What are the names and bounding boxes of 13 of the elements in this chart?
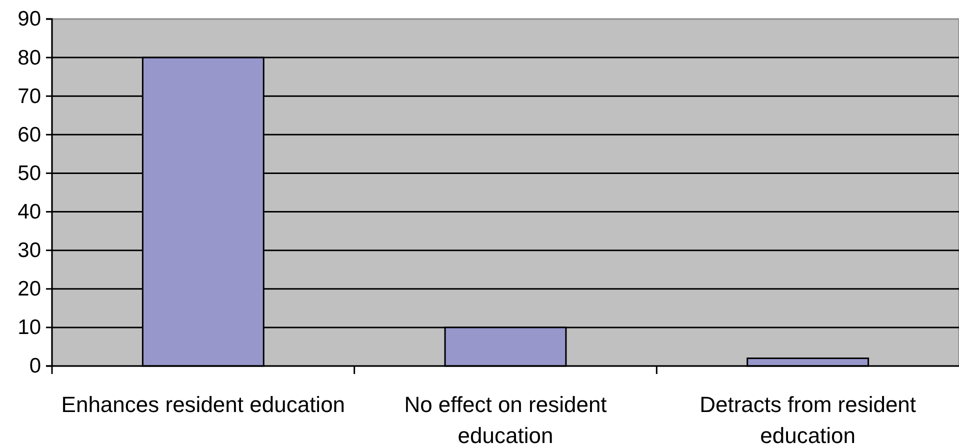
x-tick-label: No effect on resident education (404, 392, 607, 448)
y-tick-label: 20 (18, 278, 41, 301)
y-tick-label: 50 (18, 162, 41, 185)
y-tick-label: 60 (18, 123, 41, 146)
y-tick-label: 90 (18, 8, 41, 31)
y-tick-label: 10 (18, 316, 41, 340)
x-tick-label: Enhances resident education (61, 392, 346, 417)
y-tick-label: 40 (18, 200, 41, 224)
y-tick-label: 30 (18, 239, 41, 262)
x-tick-label: Detracts from resident education (700, 392, 916, 448)
y-tick-label: 0 (29, 354, 41, 378)
y-tick-label: 70 (18, 84, 41, 108)
y-tick-label: 80 (18, 46, 41, 70)
